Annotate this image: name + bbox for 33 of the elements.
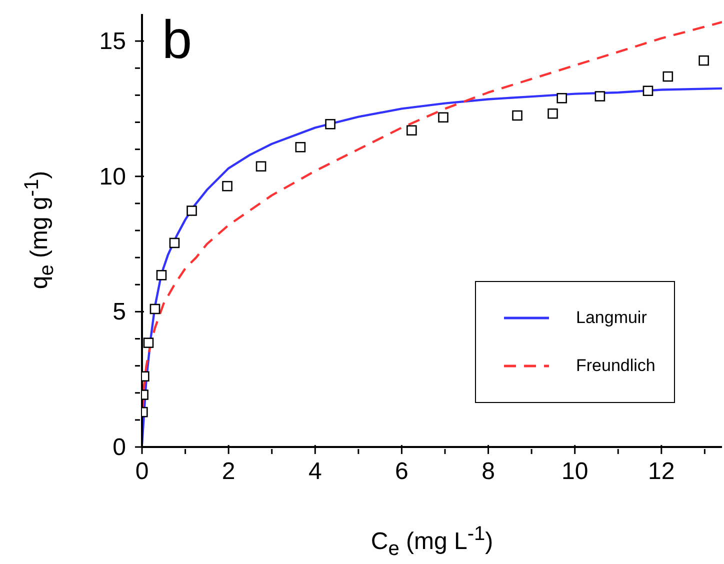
point <box>169 238 180 248</box>
point <box>222 180 232 192</box>
y-tick-label: 0 <box>112 434 126 461</box>
legend-label: Langmuir <box>576 308 647 328</box>
y-tick-label: 10 <box>99 163 126 190</box>
annotation: b <box>162 10 192 70</box>
point <box>143 338 154 348</box>
point <box>512 110 522 121</box>
point <box>406 125 417 136</box>
x-axis-title: C$_{e}$ (mg L$^{-1}$) <box>370 523 494 561</box>
point <box>186 206 197 216</box>
x-tick-label: 10 <box>561 458 588 485</box>
x-tick-label: 8 <box>482 458 495 485</box>
point <box>548 108 558 119</box>
x-tick-label: 4 <box>308 458 322 485</box>
point <box>698 55 709 66</box>
point <box>150 304 160 314</box>
x-tick-label: 2 <box>222 458 236 485</box>
point <box>662 71 674 82</box>
x-tick-label: 0 <box>135 458 149 485</box>
point <box>642 86 654 96</box>
point <box>256 161 266 172</box>
x-tick-label: 12 <box>648 458 675 485</box>
point <box>594 91 606 102</box>
point <box>556 93 567 104</box>
point <box>325 118 336 130</box>
y-tick-label: 5 <box>112 298 126 326</box>
point <box>295 142 306 152</box>
point <box>156 270 167 280</box>
x-tick-label: 6 <box>395 458 408 485</box>
legend-label: Freundlich <box>576 356 656 376</box>
point <box>438 112 448 123</box>
y-tick-label: 15 <box>99 28 126 56</box>
